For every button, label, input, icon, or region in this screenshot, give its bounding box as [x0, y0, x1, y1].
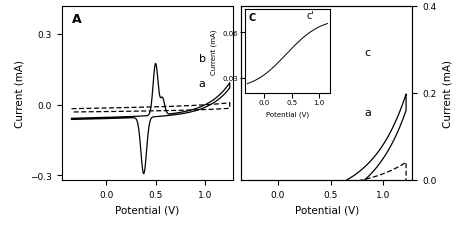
Y-axis label: Current (mA): Current (mA): [442, 60, 452, 127]
X-axis label: Potential (V): Potential (V): [115, 204, 179, 214]
Text: c: c: [365, 47, 371, 57]
Text: a: a: [365, 108, 371, 118]
Text: A: A: [72, 13, 82, 26]
Text: B: B: [245, 13, 254, 26]
Text: a: a: [199, 79, 205, 88]
X-axis label: Potential (V): Potential (V): [295, 204, 359, 214]
Y-axis label: Current (mA): Current (mA): [15, 60, 25, 127]
Text: b: b: [199, 54, 206, 64]
